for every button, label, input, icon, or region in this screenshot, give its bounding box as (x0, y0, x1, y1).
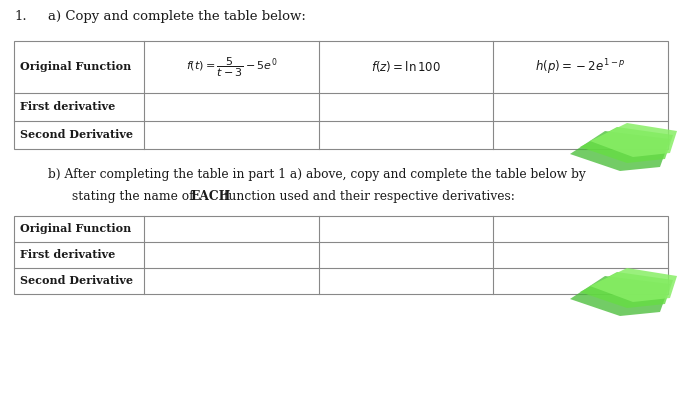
Text: $h(p)=-2e^{1-p}$: $h(p)=-2e^{1-p}$ (536, 57, 626, 77)
Text: stating the name of: stating the name of (72, 190, 198, 203)
Text: Original Function: Original Function (20, 223, 131, 235)
Polygon shape (590, 123, 677, 157)
Bar (14, 41, 668, 149)
Text: Second Derivative: Second Derivative (20, 129, 133, 141)
Text: Original Function: Original Function (20, 62, 131, 72)
Bar (14, 216, 668, 294)
Text: First derivative: First derivative (20, 102, 115, 112)
Polygon shape (570, 276, 670, 316)
Text: function used and their respective derivatives:: function used and their respective deriv… (220, 190, 515, 203)
Text: $f(z)=\ln100$: $f(z)=\ln100$ (371, 59, 441, 74)
Text: 1.: 1. (14, 10, 27, 23)
Text: $f(t)=\dfrac{5}{t-3}-5e^{0}$: $f(t)=\dfrac{5}{t-3}-5e^{0}$ (185, 55, 277, 79)
Text: b) After completing the table in part 1 a) above, copy and complete the table be: b) After completing the table in part 1 … (48, 168, 586, 181)
Text: EACH: EACH (190, 190, 231, 203)
Polygon shape (580, 272, 673, 308)
Text: Second Derivative: Second Derivative (20, 275, 133, 287)
Text: First derivative: First derivative (20, 250, 115, 260)
Polygon shape (580, 127, 673, 163)
Polygon shape (590, 268, 677, 302)
Polygon shape (570, 131, 670, 171)
Text: a) Copy and complete the table below:: a) Copy and complete the table below: (48, 10, 306, 23)
